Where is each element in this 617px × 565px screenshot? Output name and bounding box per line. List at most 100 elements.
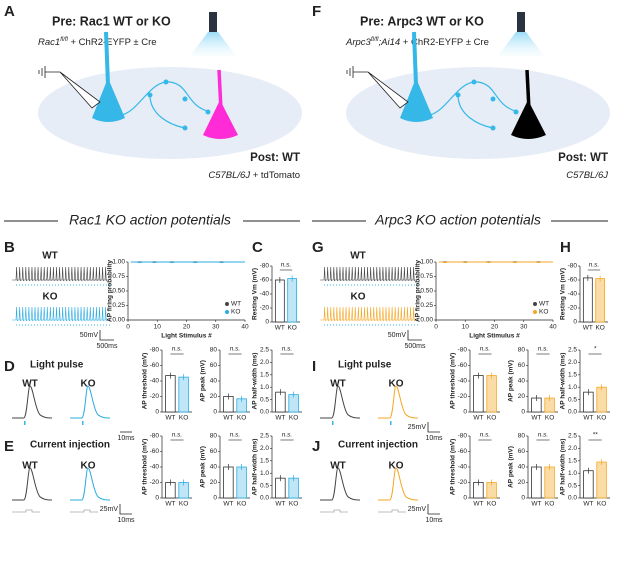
x-tick-label: KO xyxy=(597,415,606,422)
light-beam xyxy=(498,32,544,56)
y-tick-label: -20 xyxy=(458,393,468,400)
trace-label: WT xyxy=(42,251,58,262)
legend-swatch xyxy=(225,310,229,314)
y-tick-label: 40 xyxy=(518,378,526,385)
bar xyxy=(236,466,247,499)
x-axis-label: Light Stimulus # xyxy=(161,333,212,340)
y-tick-label: 0.0 xyxy=(568,495,577,502)
post-label: Post: WT xyxy=(250,152,300,164)
y-tick-label: 80 xyxy=(518,433,526,440)
trace-label: WT xyxy=(330,379,346,390)
bouton xyxy=(490,96,496,102)
y-tick-label: -40 xyxy=(150,464,160,471)
slice xyxy=(38,67,302,159)
y-tick-label: 60 xyxy=(210,448,218,455)
spike-train xyxy=(12,306,109,322)
scale-label: 50mV xyxy=(388,332,407,339)
bouton xyxy=(205,109,211,115)
y-tick-label: 1.0 xyxy=(260,384,269,391)
significance-label: n.s. xyxy=(282,432,293,439)
legend-label: KO xyxy=(231,309,240,316)
significance-label: n.s. xyxy=(480,346,491,353)
y-tick-label: 0.00 xyxy=(420,317,433,324)
y-tick-label: 0.5 xyxy=(568,482,577,489)
y-axis-label: AP firing probability xyxy=(107,260,114,322)
trace-label: WT xyxy=(22,379,38,390)
y-tick-label: 80 xyxy=(518,347,526,354)
ap-trace xyxy=(378,467,419,501)
ap-trace xyxy=(320,385,361,419)
y-tick-label: 0.75 xyxy=(420,273,433,280)
y-tick-label: -20 xyxy=(458,479,468,486)
bar xyxy=(223,466,234,499)
x-tick-label: WT xyxy=(223,501,233,508)
y-tick-label: 0 xyxy=(573,319,577,326)
legend-label: KO xyxy=(539,309,548,316)
current-step xyxy=(70,509,98,513)
significance-label: n.s. xyxy=(282,346,293,353)
spike-train xyxy=(320,306,417,322)
x-tick-label: KO xyxy=(237,501,246,508)
x-tick-label: KO xyxy=(487,415,496,422)
significance-label: n.s. xyxy=(589,262,600,269)
bar xyxy=(274,279,285,323)
stim xyxy=(332,421,334,425)
significance-label: n.s. xyxy=(172,346,183,353)
y-axis-label: AP threshold (mV) xyxy=(142,353,149,410)
x-tick-label: 20 xyxy=(183,324,191,331)
bar xyxy=(178,376,189,413)
y-axis-label: AP threshold (mV) xyxy=(450,439,457,496)
x-tick-label: KO xyxy=(595,325,604,332)
significance-label: n.s. xyxy=(538,346,549,353)
x-tick-label: KO xyxy=(179,415,188,422)
pre-dendrite xyxy=(104,31,110,86)
y-tick-label: 20 xyxy=(518,393,526,400)
ap-trace xyxy=(320,467,361,501)
x-tick-label: KO xyxy=(289,415,298,422)
slice xyxy=(346,67,610,159)
row-title: Current injection xyxy=(338,440,418,451)
y-axis-label: AP peak (mV) xyxy=(200,446,207,488)
y-tick-label: 60 xyxy=(518,362,526,369)
x-tick-label: 10 xyxy=(462,324,470,331)
y-axis-label: AP peak (mV) xyxy=(508,360,515,402)
x-tick-label: WT xyxy=(583,501,593,508)
significance-label: n.s. xyxy=(480,432,491,439)
row-title: Light pulse xyxy=(30,360,84,371)
y-axis-label: AP threshold (mV) xyxy=(450,353,457,410)
significance-label: n.s. xyxy=(281,262,292,269)
y-tick-label: -40 xyxy=(568,291,578,298)
text-part: fl/fl xyxy=(60,37,68,43)
trace-label: KO xyxy=(351,292,366,303)
bouton xyxy=(163,79,169,85)
stim xyxy=(82,421,84,425)
y-tick-label: -20 xyxy=(260,305,270,312)
pre-axon xyxy=(429,81,519,129)
bar xyxy=(595,278,606,323)
x-tick-label: WT xyxy=(165,415,175,422)
light-beam xyxy=(190,32,236,56)
y-tick-label: 0.5 xyxy=(568,396,577,403)
panel-label: A xyxy=(4,3,15,20)
y-tick-label: 40 xyxy=(518,464,526,471)
y-tick-label: 0 xyxy=(521,495,525,502)
y-tick-label: 1.0 xyxy=(568,470,577,477)
y-tick-label: 0 xyxy=(463,409,467,416)
pre-label: Pre: Arpc3 WT or KO xyxy=(360,14,484,28)
x-tick-label: 40 xyxy=(549,324,557,331)
bouton xyxy=(490,125,496,131)
ap-trace xyxy=(70,467,111,501)
text-part: Arpc3 xyxy=(345,37,372,48)
y-tick-label: 60 xyxy=(210,362,218,369)
stim xyxy=(24,421,26,425)
trace-label: KO xyxy=(389,379,404,390)
y-tick-label: 2.0 xyxy=(568,359,577,366)
genotype: Rac1fl/fl + ChR2-EYFP ± Cre xyxy=(38,37,157,48)
y-tick-label: -80 xyxy=(260,263,270,270)
scale-label: 10ms xyxy=(117,517,135,524)
y-tick-label: 0 xyxy=(213,409,217,416)
y-tick-label: 1.5 xyxy=(260,372,269,379)
y-tick-label: -80 xyxy=(458,347,468,354)
y-tick-label: 0.75 xyxy=(112,273,125,280)
x-tick-label: WT xyxy=(223,415,233,422)
